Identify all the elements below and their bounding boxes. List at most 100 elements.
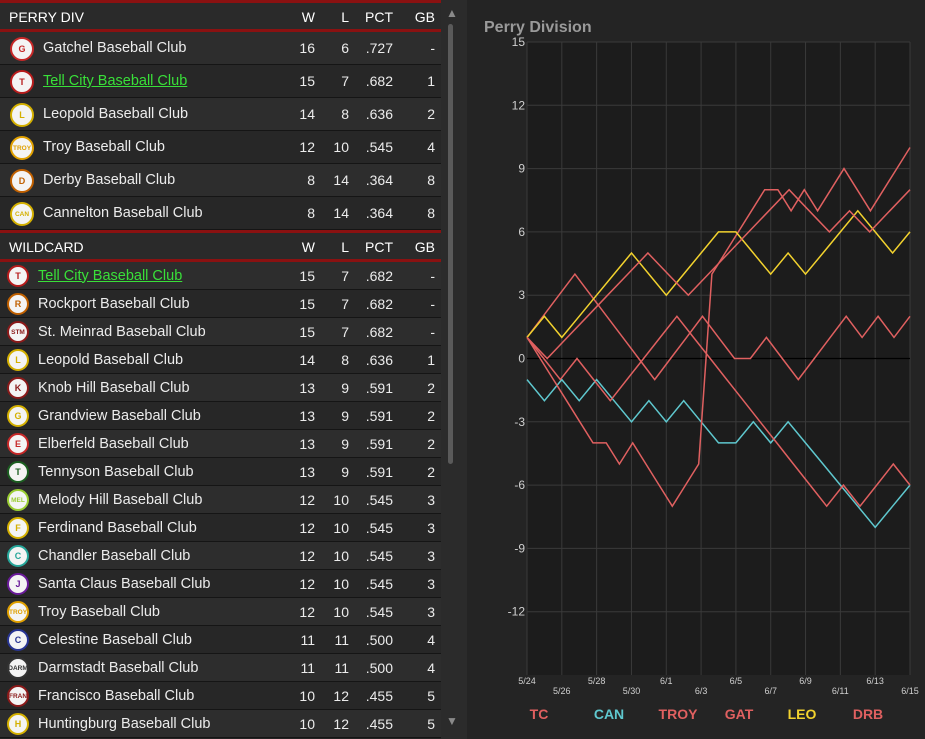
team-losses: 9 (341, 463, 349, 480)
col-header-losses[interactable]: L (341, 9, 349, 25)
team-losses: 6 (341, 40, 349, 56)
col-header-wins[interactable]: W (301, 239, 315, 255)
col-header-pct[interactable]: PCT (365, 9, 393, 25)
legend-item-can[interactable]: CAN (594, 706, 624, 722)
standings-row[interactable]: CAN Cannelton Baseball Club 8 14 .364 8 (0, 197, 441, 230)
team-losses: 9 (341, 407, 349, 424)
team-losses: 7 (341, 73, 349, 89)
col-header-losses[interactable]: L (341, 239, 349, 255)
team-name-link[interactable]: Huntingburg Baseball Club (38, 715, 211, 732)
team-wins: 13 (299, 435, 315, 452)
standings-row[interactable]: K Knob Hill Baseball Club 13 9 .591 2 (0, 374, 441, 402)
standings-row[interactable]: C Celestine Baseball Club 11 11 .500 4 (0, 626, 441, 654)
team-name-link[interactable]: Rockport Baseball Club (38, 295, 190, 312)
team-name-link[interactable]: Leopold Baseball Club (43, 106, 189, 122)
standings-row[interactable]: T Tennyson Baseball Club 13 9 .591 2 (0, 458, 441, 486)
standings-row[interactable]: D Derby Baseball Club 8 14 .364 8 (0, 164, 441, 197)
scrollbar-thumb[interactable] (448, 24, 453, 464)
team-name-link[interactable]: Tell City Baseball Club (38, 267, 183, 284)
legend-item-drb[interactable]: DRB (853, 706, 883, 722)
team-wins: 15 (299, 323, 315, 340)
y-tick-label: 12 (512, 98, 526, 112)
team-name-link[interactable]: Elberfeld Baseball Club (38, 435, 189, 452)
team-logo-icon: DARM (7, 657, 29, 679)
y-tick-label: 3 (518, 288, 525, 302)
team-wins: 11 (300, 659, 315, 676)
team-games-back: 3 (427, 547, 435, 564)
y-tick-label: -9 (514, 541, 525, 555)
standings-row[interactable]: DARM Darmstadt Baseball Club 11 11 .500 4 (0, 654, 441, 682)
legend-item-gat[interactable]: GAT (725, 706, 754, 722)
wildcard-table: T Tell City Baseball Club 15 7.682- R Rockpor… (0, 262, 441, 738)
team-name-link[interactable]: Cannelton Baseball Club (43, 205, 203, 221)
team-wins: 8 (307, 172, 315, 188)
legend-item-leo[interactable]: LEO (788, 706, 817, 722)
standings-row[interactable]: T Tell City Baseball Club 15 7 .682 - (0, 262, 441, 290)
standings-row[interactable]: C Chandler Baseball Club 12 10 .545 3 (0, 542, 441, 570)
team-wins: 10 (299, 687, 315, 704)
team-pct: .545 (365, 491, 393, 508)
x-tick-label: 6/1 (660, 676, 673, 686)
col-header-pct[interactable]: PCT (365, 239, 393, 255)
team-name-link[interactable]: Troy Baseball Club (43, 139, 165, 155)
team-logo-icon: TROY (7, 601, 29, 623)
team-name-link[interactable]: Knob Hill Baseball Club (38, 379, 190, 396)
col-header-gb[interactable]: GB (414, 9, 435, 25)
team-name-link[interactable]: Tell City Baseball Club (43, 73, 188, 89)
standings-row[interactable]: R Rockport Baseball Club 15 7 .682 - (0, 290, 441, 318)
standings-row[interactable]: H Huntingburg Baseball Club 10 12 .455 5 (0, 710, 441, 738)
team-losses: 9 (341, 379, 349, 396)
team-logo-icon: T (7, 461, 29, 483)
standings-row[interactable]: T Tell City Baseball Club 15 7 .682 1 (0, 65, 441, 98)
team-name-link[interactable]: St. Meinrad Baseball Club (38, 323, 206, 340)
legend-item-tc[interactable]: TC (530, 706, 549, 722)
legend-item-troy[interactable]: TROY (659, 706, 699, 722)
standings-row[interactable]: L Leopold Baseball Club 14 8 .636 2 (0, 98, 441, 131)
team-losses: 10 (333, 491, 349, 508)
team-name-link[interactable]: Melody Hill Baseball Club (38, 491, 203, 508)
standings-row[interactable]: STM St. Meinrad Baseball Club 15 7 .682 - (0, 318, 441, 346)
team-pct: .591 (365, 435, 393, 452)
team-name-link[interactable]: Leopold Baseball Club (38, 351, 184, 368)
team-name-link[interactable]: Chandler Baseball Club (38, 547, 191, 564)
team-games-back: 3 (427, 603, 435, 620)
team-name-link[interactable]: Tennyson Baseball Club (38, 463, 194, 480)
standings-row[interactable]: G Gatchel Baseball Club 16 6 .727 - (0, 32, 441, 65)
standings-row[interactable]: E Elberfeld Baseball Club 13 9 .591 2 (0, 430, 441, 458)
team-name-link[interactable]: Grandview Baseball Club (38, 407, 201, 424)
chevron-down-icon[interactable]: ▼ (446, 714, 458, 728)
standings-row[interactable]: G Grandview Baseball Club 13 9 .591 2 (0, 402, 441, 430)
team-pct: .682 (365, 267, 393, 284)
team-losses: 10 (333, 603, 349, 620)
team-name-link[interactable]: Derby Baseball Club (43, 172, 176, 188)
team-wins: 13 (299, 407, 315, 424)
team-name-link[interactable]: Francisco Baseball Club (38, 687, 195, 704)
standings-row[interactable]: TROY Troy Baseball Club 12 10 .545 3 (0, 598, 441, 626)
team-name-link[interactable]: Santa Claus Baseball Club (38, 575, 211, 592)
team-pct: .455 (365, 715, 393, 732)
team-pct: .682 (365, 323, 393, 340)
standings-row[interactable]: J Santa Claus Baseball Club 12 10 .545 3 (0, 570, 441, 598)
team-wins: 12 (299, 547, 315, 564)
team-games-back: 5 (427, 715, 435, 732)
standings-row[interactable]: F Ferdinand Baseball Club 12 10 .545 3 (0, 514, 441, 542)
team-name-link[interactable]: Gatchel Baseball Club (43, 40, 187, 56)
standings-row[interactable]: L Leopold Baseball Club 14 8 .636 1 (0, 346, 441, 374)
col-header-wins[interactable]: W (301, 9, 315, 25)
standings-row[interactable]: FRAN Francisco Baseball Club 10 12 .455 5 (0, 682, 441, 710)
team-games-back: - (430, 323, 435, 340)
scrollbar[interactable] (441, 0, 467, 739)
team-name-link[interactable]: Ferdinand Baseball Club (38, 519, 197, 536)
chevron-up-icon[interactable]: ▲ (446, 6, 458, 20)
team-name-link[interactable]: Darmstadt Baseball Club (38, 659, 199, 676)
team-logo-icon: T (7, 265, 29, 287)
team-losses: 8 (341, 106, 349, 122)
team-logo-icon: H (7, 713, 29, 735)
standings-row[interactable]: MEL Melody Hill Baseball Club 12 10 .545 3 (0, 486, 441, 514)
team-name-link[interactable]: Troy Baseball Club (38, 603, 160, 620)
team-pct: .455 (365, 687, 393, 704)
team-name-link[interactable]: Celestine Baseball Club (38, 631, 192, 648)
standings-row[interactable]: TROY Troy Baseball Club 12 10 .545 4 (0, 131, 441, 164)
col-header-gb[interactable]: GB (414, 239, 435, 255)
wildcard-header: WILDCARD W L PCT GB (0, 230, 441, 262)
